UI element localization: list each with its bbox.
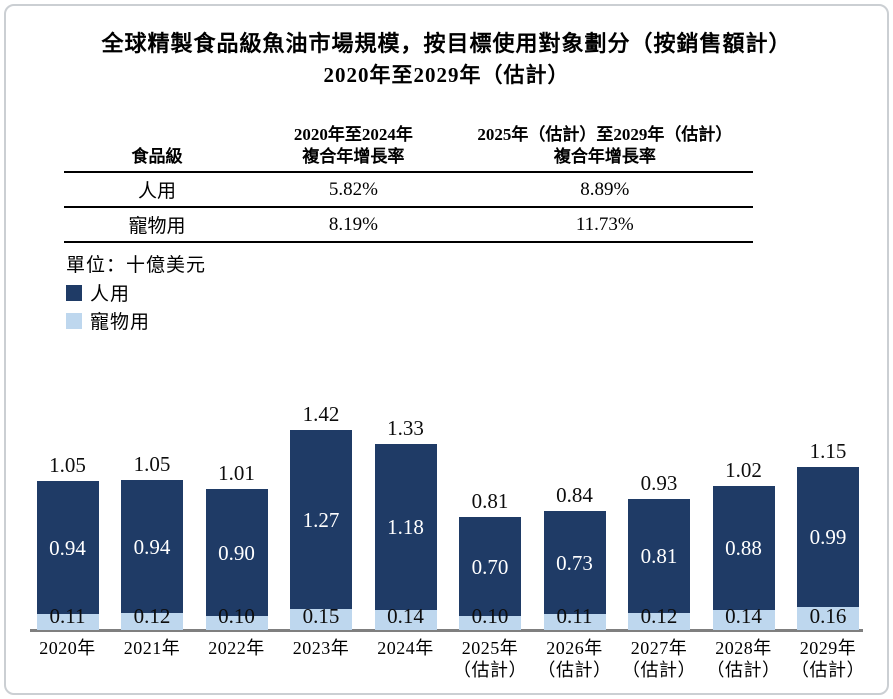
bar-total-label: 1.01 [218, 461, 255, 485]
bar-total-label: 1.42 [302, 402, 340, 426]
bar-pet-label: 0.16 [809, 604, 847, 628]
bar-segment-human [459, 517, 521, 616]
bar-total-label: 1.33 [387, 416, 424, 440]
legend-label-human: 人用 [90, 284, 131, 305]
table-cell-category: 寵物用 [128, 216, 186, 237]
unit-label: 單位：十億美元 [66, 255, 207, 276]
legend-item-human: 人用 [66, 279, 130, 306]
bar-total-label: 1.15 [809, 439, 847, 463]
x-axis-label: 2029年 [799, 638, 857, 658]
x-axis-sublabel: （估計） [706, 660, 781, 680]
bar-segment-pet [374, 610, 437, 630]
table-row: 寵物用 8.19% 11.73% [64, 208, 753, 243]
legend-swatch-human [66, 284, 82, 301]
bar-segment-human [290, 430, 352, 609]
bar-human-label: 0.70 [471, 554, 509, 579]
bar-pet-label: 0.11 [556, 604, 593, 628]
table-header-line: 2020年至2024年 [293, 125, 413, 144]
bar-human-label: 1.27 [302, 507, 340, 532]
bar-pet-label: 0.12 [133, 604, 171, 628]
bar-total-label: 1.05 [133, 452, 171, 476]
table-header-cagr-2020-2024: 2020年至2024年 複合年增長率 [250, 124, 457, 168]
bar-segment-human [205, 489, 268, 616]
table-header-line: 2025年（估計）至2029年（估計） [477, 125, 733, 144]
x-axis-label: 2022年 [208, 638, 265, 658]
bar-total-label: 0.93 [640, 471, 678, 495]
bar-segment-human [712, 486, 775, 610]
bar-human-label: 0.94 [49, 535, 86, 560]
bar-segment-human [36, 481, 99, 614]
bar-segment-pet [36, 614, 99, 630]
bar-pet-label: 0.15 [302, 604, 340, 628]
bar-segment-human [543, 511, 606, 614]
bar-total-label: 1.05 [49, 453, 86, 477]
x-axis-sublabel: （估計） [622, 660, 696, 680]
bar-pet-label: 0.11 [49, 604, 86, 628]
bar-segment-pet [205, 616, 268, 630]
bar-segment-human [121, 480, 183, 613]
bar-total-label: 0.81 [471, 489, 509, 513]
x-axis-label: 2027年 [630, 638, 688, 658]
bar-human-label: 0.90 [218, 540, 255, 565]
bar-human-label: 0.94 [133, 534, 171, 559]
x-axis-label: 2023年 [292, 638, 350, 658]
table-header-line: 複合年增長率 [302, 147, 405, 166]
x-axis-sublabel: （估計） [453, 660, 527, 680]
table-header-category: 食品級 [131, 147, 183, 166]
bar-human-label: 0.73 [556, 550, 593, 575]
table-header-line: 複合年增長率 [553, 147, 656, 166]
table-cell-cagr: 5.82% [328, 178, 378, 200]
bar-pet-label: 0.14 [387, 604, 424, 628]
x-axis-label: 2028年 [715, 638, 772, 658]
table-row: 人用 5.82% 8.89% [64, 173, 753, 208]
table-cell-cagr: 8.89% [580, 178, 630, 200]
bar-segment-human [374, 444, 437, 610]
x-axis-line [30, 629, 863, 632]
x-axis-label: 2025年 [461, 638, 519, 658]
chart-title: 全球精製食品級魚油市場規模，按目標使用對象劃分（按銷售額計） [101, 31, 792, 56]
x-axis-label: 2024年 [377, 638, 434, 658]
table-header-row: 食品級 2020年至2024年 複合年增長率 2025年（估計）至2029年（估… [64, 110, 753, 173]
x-axis-label: 2020年 [39, 638, 96, 658]
bar-segment-pet [797, 607, 859, 630]
bar-human-label: 0.88 [725, 536, 762, 560]
bar-human-label: 1.18 [387, 515, 424, 539]
table-cell-cagr: 8.19% [328, 213, 378, 235]
bar-total-label: 0.84 [556, 483, 593, 507]
bar-pet-label: 0.10 [218, 604, 255, 628]
bar-segment-human [628, 499, 690, 613]
legend-label-pet: 寵物用 [90, 312, 151, 333]
table-cell-category: 人用 [138, 181, 177, 202]
bar-total-label: 1.02 [725, 458, 762, 482]
x-axis-sublabel: （估計） [791, 660, 865, 680]
bar-segment-pet [290, 609, 352, 630]
legend-swatch-pet [66, 312, 82, 329]
bar-human-label: 0.99 [809, 525, 847, 549]
bar-human-label: 0.81 [640, 544, 678, 568]
table-header-cagr-2025-2029: 2025年（估計）至2029年（估計） 複合年增長率 [457, 124, 753, 168]
table-cell-cagr: 11.73% [575, 213, 634, 235]
bar-pet-label: 0.10 [471, 604, 509, 628]
x-axis-sublabel: （估計） [537, 660, 612, 680]
chart-subtitle: 2020年至2029年（估計） [323, 63, 570, 87]
bar-segment-pet [712, 610, 775, 630]
bar-pet-label: 0.12 [640, 604, 678, 628]
bar-segment-pet [543, 614, 606, 630]
bar-segment-pet [121, 613, 183, 630]
bar-segment-pet [628, 613, 690, 630]
bar-segment-human [797, 467, 859, 607]
bar-pet-label: 0.14 [725, 604, 762, 628]
bar-segment-pet [459, 616, 521, 630]
x-axis-label: 2026年 [546, 638, 603, 658]
cagr-table: 食品級 2020年至2024年 複合年增長率 2025年（估計）至2029年（估… [64, 110, 753, 243]
x-axis-label: 2021年 [123, 638, 181, 658]
legend-item-pet: 寵物用 [66, 307, 150, 334]
